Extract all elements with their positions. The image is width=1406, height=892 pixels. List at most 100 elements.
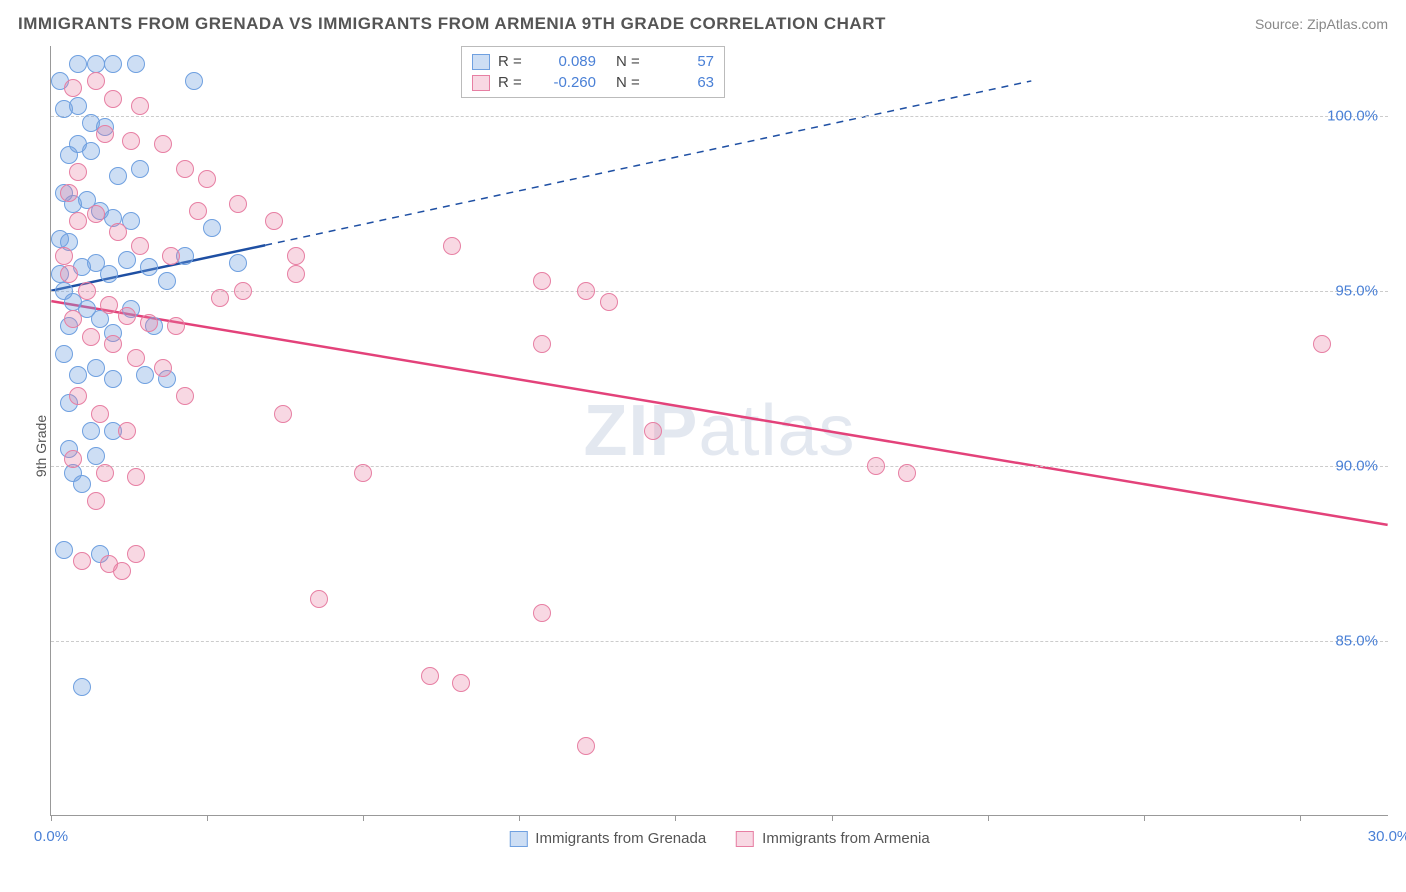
legend-swatch-armenia xyxy=(472,75,490,91)
legend-swatch-grenada xyxy=(472,54,490,70)
data-point xyxy=(104,370,122,388)
x-tick-label: 0.0% xyxy=(34,828,68,845)
data-point xyxy=(122,132,140,150)
x-tick xyxy=(1144,815,1145,821)
n-value-armenia: 63 xyxy=(654,74,714,91)
data-point xyxy=(87,447,105,465)
data-point xyxy=(577,737,595,755)
data-point xyxy=(127,349,145,367)
gridline xyxy=(51,116,1388,117)
chart-title: IMMIGRANTS FROM GRENADA VS IMMIGRANTS FR… xyxy=(18,14,886,34)
data-point xyxy=(452,674,470,692)
legend-series: Immigrants from Grenada Immigrants from … xyxy=(509,830,929,847)
data-point xyxy=(104,55,122,73)
data-point xyxy=(265,212,283,230)
legend-item-grenada: Immigrants from Grenada xyxy=(509,830,706,847)
data-point xyxy=(87,55,105,73)
header: IMMIGRANTS FROM GRENADA VS IMMIGRANTS FR… xyxy=(18,14,1388,34)
data-point xyxy=(55,247,73,265)
data-point xyxy=(421,667,439,685)
legend-label-armenia: Immigrants from Armenia xyxy=(762,830,930,847)
data-point xyxy=(69,366,87,384)
data-point xyxy=(69,212,87,230)
y-tick-label: 100.0% xyxy=(1327,108,1378,125)
data-point xyxy=(140,314,158,332)
data-point xyxy=(198,170,216,188)
data-point xyxy=(64,310,82,328)
x-tick xyxy=(363,815,364,821)
data-point xyxy=(87,492,105,510)
x-tick xyxy=(207,815,208,821)
data-point xyxy=(55,541,73,559)
legend-stats-row-2: R = -0.260 N = 63 xyxy=(472,72,714,93)
data-point xyxy=(136,366,154,384)
n-value-grenada: 57 xyxy=(654,53,714,70)
data-point xyxy=(96,125,114,143)
data-point xyxy=(127,55,145,73)
data-point xyxy=(131,237,149,255)
data-point xyxy=(73,678,91,696)
legend-swatch-grenada-icon xyxy=(509,831,527,847)
data-point xyxy=(600,293,618,311)
data-point xyxy=(898,464,916,482)
data-point xyxy=(167,317,185,335)
data-point xyxy=(104,90,122,108)
x-tick xyxy=(832,815,833,821)
y-tick-label: 95.0% xyxy=(1335,283,1378,300)
data-point xyxy=(118,307,136,325)
data-point xyxy=(60,184,78,202)
source-label: Source: ZipAtlas.com xyxy=(1255,16,1388,32)
data-point xyxy=(82,328,100,346)
data-point xyxy=(354,464,372,482)
data-point xyxy=(109,223,127,241)
data-point xyxy=(176,387,194,405)
data-point xyxy=(113,562,131,580)
n-label: N = xyxy=(616,74,646,91)
data-point xyxy=(154,359,172,377)
x-tick xyxy=(51,815,52,821)
data-point xyxy=(60,265,78,283)
x-tick-label: 30.0% xyxy=(1368,828,1406,845)
data-point xyxy=(69,97,87,115)
data-point xyxy=(118,422,136,440)
data-point xyxy=(100,265,118,283)
data-point xyxy=(131,160,149,178)
data-point xyxy=(229,254,247,272)
data-point xyxy=(234,282,252,300)
data-point xyxy=(55,345,73,363)
r-value-armenia: -0.260 xyxy=(536,74,596,91)
data-point xyxy=(109,167,127,185)
data-point xyxy=(533,604,551,622)
data-point xyxy=(69,163,87,181)
data-point xyxy=(64,450,82,468)
data-point xyxy=(185,72,203,90)
data-point xyxy=(131,97,149,115)
data-point xyxy=(867,457,885,475)
legend-stats-row-1: R = 0.089 N = 57 xyxy=(472,51,714,72)
legend-item-armenia: Immigrants from Armenia xyxy=(736,830,930,847)
data-point xyxy=(82,422,100,440)
n-label: N = xyxy=(616,53,646,70)
data-point xyxy=(64,79,82,97)
data-point xyxy=(1313,335,1331,353)
data-point xyxy=(91,405,109,423)
data-point xyxy=(577,282,595,300)
x-tick xyxy=(1300,815,1301,821)
x-tick xyxy=(988,815,989,821)
data-point xyxy=(87,72,105,90)
r-label: R = xyxy=(498,74,528,91)
data-point xyxy=(533,335,551,353)
legend-stats: R = 0.089 N = 57 R = -0.260 N = 63 xyxy=(461,46,725,98)
regression-lines xyxy=(51,46,1388,815)
data-point xyxy=(158,272,176,290)
data-point xyxy=(96,464,114,482)
data-point xyxy=(73,552,91,570)
data-point xyxy=(104,335,122,353)
data-point xyxy=(203,219,221,237)
gridline xyxy=(51,466,1388,467)
scatter-plot: ZIPatlas R = 0.089 N = 57 R = -0.260 N =… xyxy=(50,46,1388,816)
x-tick xyxy=(675,815,676,821)
r-value-grenada: 0.089 xyxy=(536,53,596,70)
legend-swatch-armenia-icon xyxy=(736,831,754,847)
data-point xyxy=(287,265,305,283)
